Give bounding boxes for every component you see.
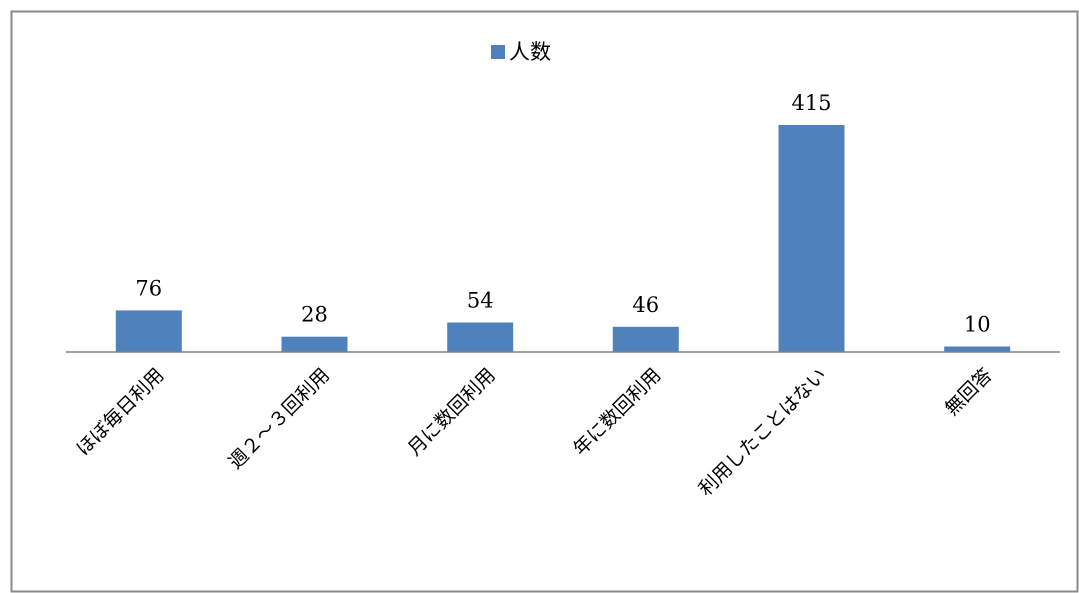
bar-5 [944,346,1011,352]
bar-4 [778,125,845,352]
data-label-2: 54 [467,289,494,313]
bar-0 [115,310,182,352]
data-label-0: 76 [135,276,162,300]
data-label-3: 46 [632,293,659,317]
data-label-5: 10 [964,313,991,337]
bar-1 [281,336,348,352]
data-label-4: 415 [791,91,831,115]
bar-2 [447,322,514,352]
legend-label: 人数 [509,40,551,64]
data-labels: 76 28 54 46 415 10 [135,91,990,337]
data-label-1: 28 [301,303,328,327]
legend: 人数 [491,40,551,64]
legend-swatch [491,45,505,59]
chart-border [10,10,1079,593]
bars [115,125,1011,352]
bar-3 [612,326,679,352]
